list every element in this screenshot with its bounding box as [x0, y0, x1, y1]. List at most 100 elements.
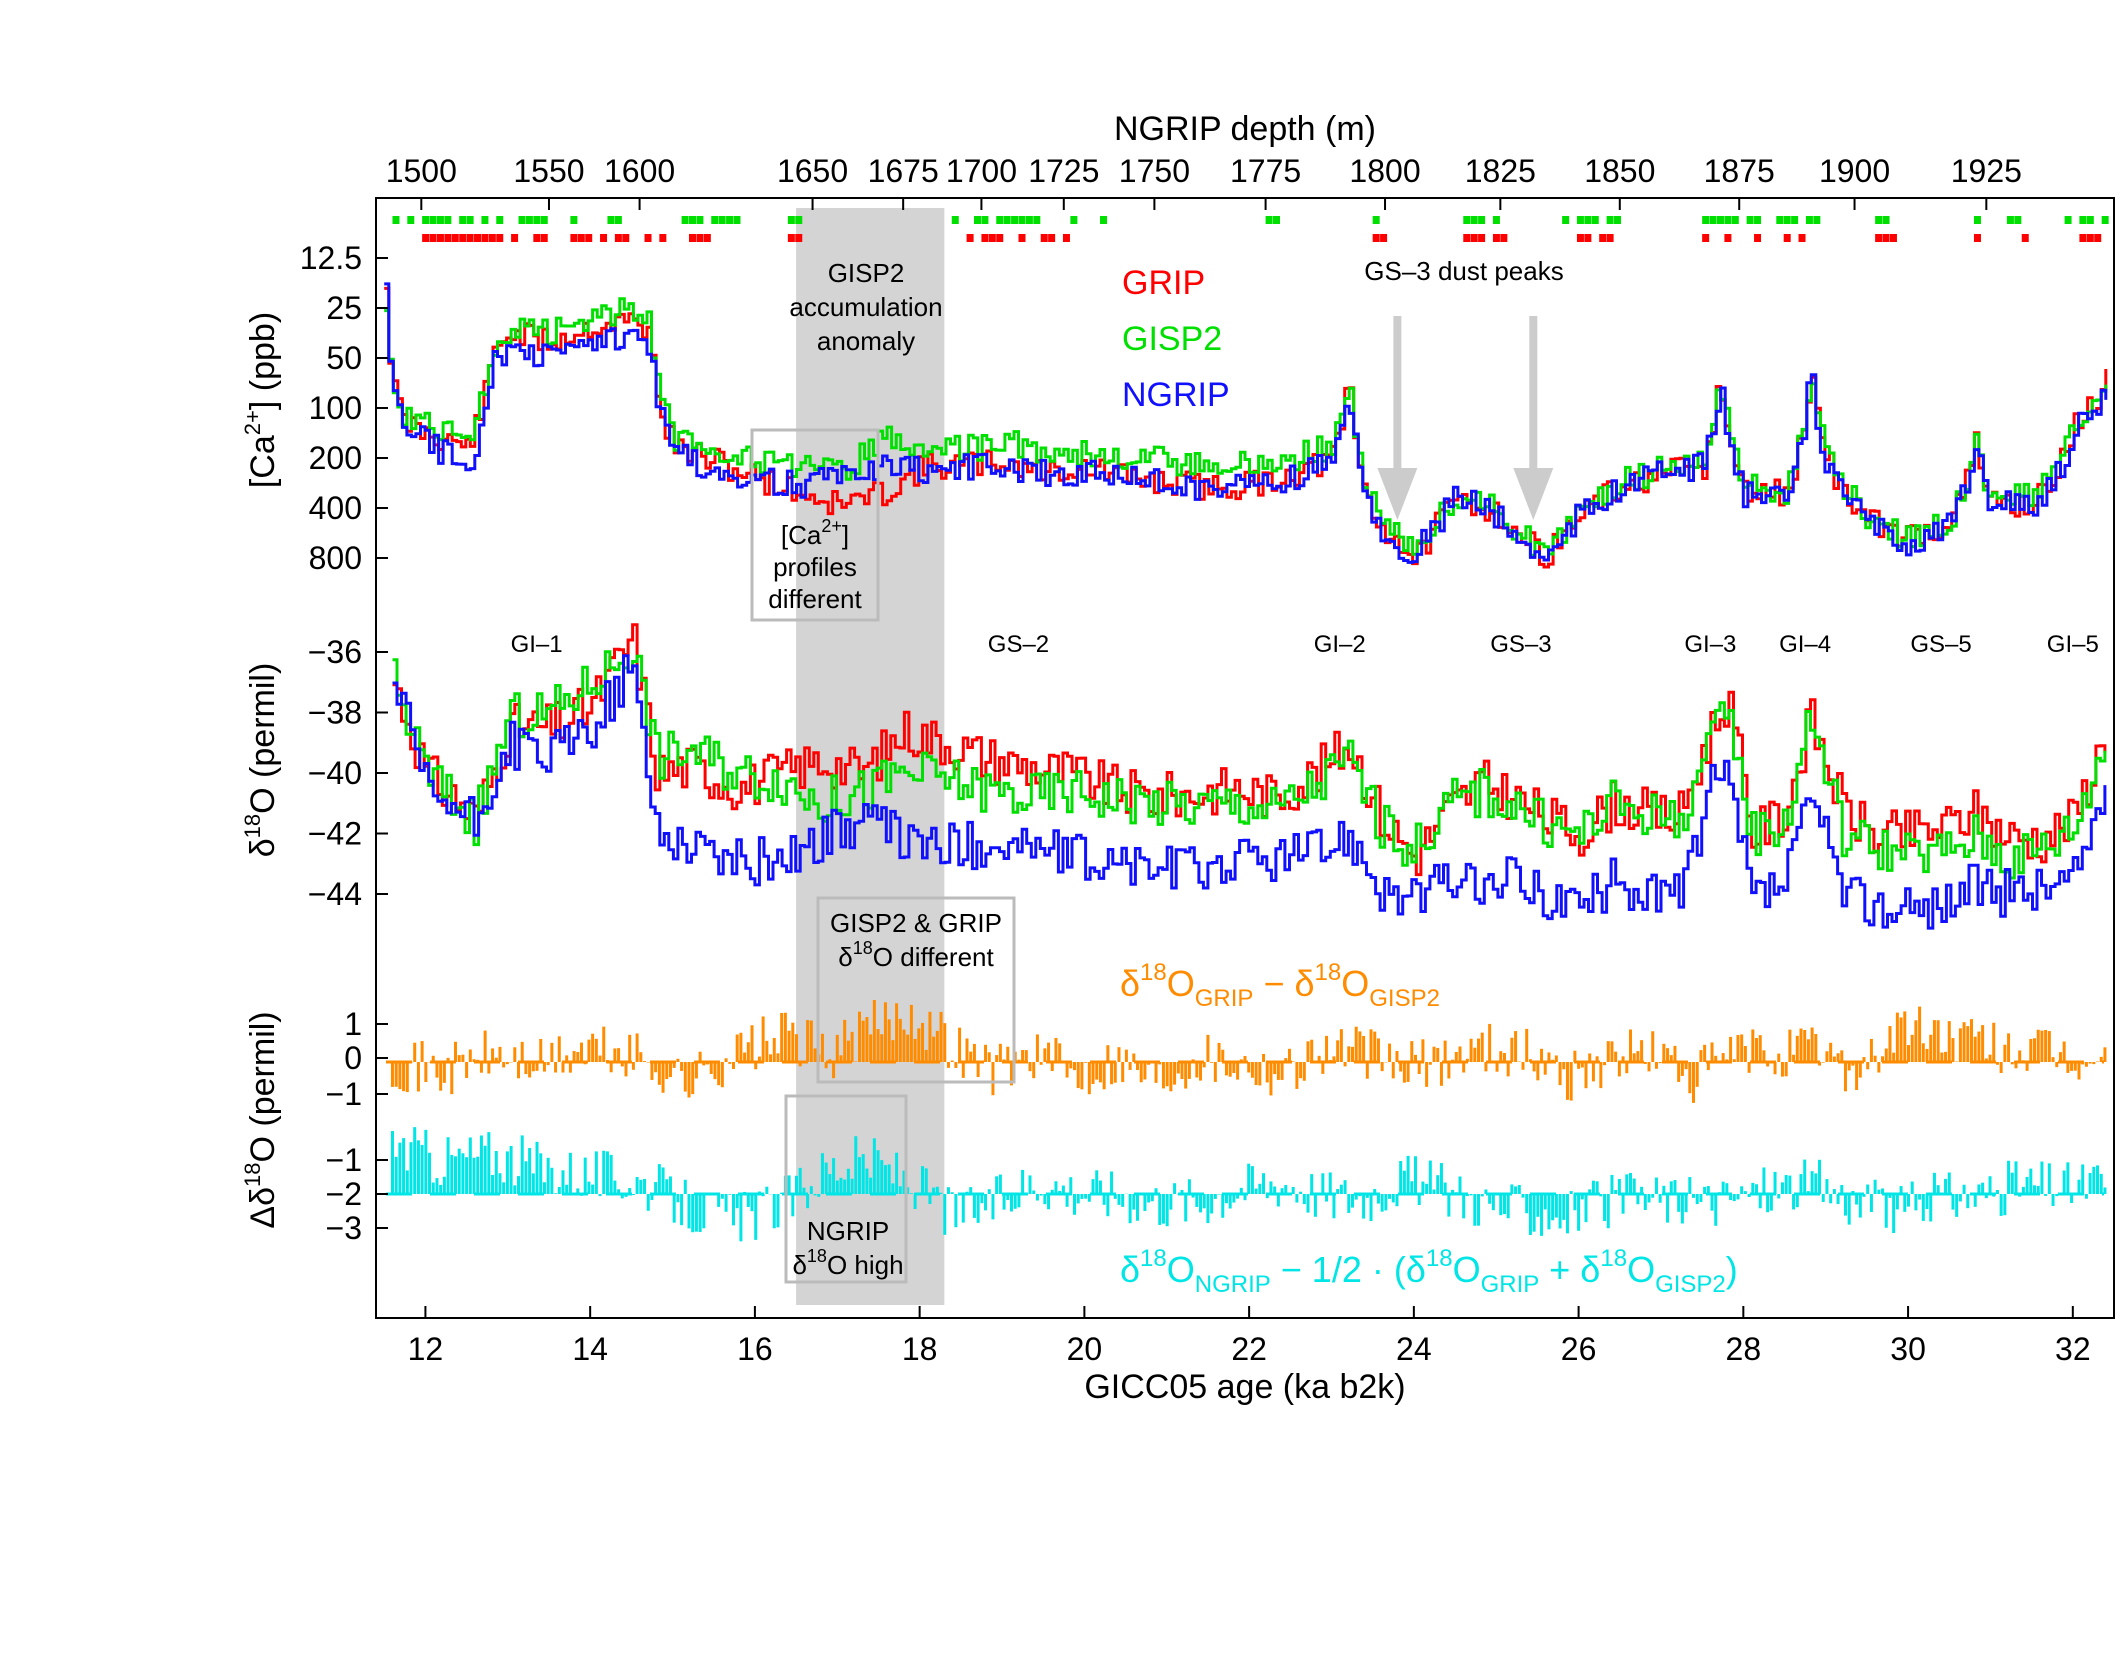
x-tick-label: 24 — [1396, 1331, 1432, 1367]
match-marker — [1731, 216, 1739, 224]
match-marker — [1606, 216, 1614, 224]
match-marker — [1754, 234, 1762, 242]
match-marker — [1500, 234, 1508, 242]
match-marker — [1724, 216, 1732, 224]
match-marker — [703, 234, 711, 242]
delta-tick-label: −1 — [326, 1076, 362, 1112]
match-marker — [481, 234, 489, 242]
legend-ngrip: NGRIP — [1122, 376, 1230, 414]
match-marker — [1599, 234, 1607, 242]
ca-tick-label: 25 — [326, 290, 362, 326]
match-marker — [1380, 234, 1388, 242]
match-marker — [422, 234, 430, 242]
x-axis-ticks: 12 14 16 18 20 22 24 26 28 30 32 — [408, 1306, 2091, 1367]
top-tick-label: 1750 — [1119, 153, 1190, 189]
match-marker — [429, 216, 437, 224]
match-marker — [533, 234, 541, 242]
match-marker — [1492, 234, 1500, 242]
dust-peak-arrows — [1377, 316, 1554, 520]
match-marker — [974, 216, 982, 224]
accumulation-anomaly-band — [796, 208, 945, 1305]
match-marker — [1100, 216, 1108, 224]
box-d18o-different — [816, 896, 1016, 1084]
x-tick-label: 20 — [1067, 1331, 1103, 1367]
match-marker — [659, 234, 667, 242]
ca-tick-label: 100 — [309, 390, 362, 426]
dust-arrow-head — [1377, 468, 1418, 520]
ca-tick-label: 400 — [309, 490, 362, 526]
event-label: GS–5 — [1910, 631, 1971, 658]
match-marker — [1062, 234, 1070, 242]
match-marker — [2086, 216, 2094, 224]
match-marker — [1025, 216, 1033, 224]
match-marker — [622, 234, 630, 242]
match-marker — [466, 234, 474, 242]
d18o-tick-label: −38 — [308, 695, 362, 731]
d18o-tick-label: −40 — [308, 755, 362, 791]
x-tick-label: 18 — [902, 1331, 938, 1367]
match-marker — [726, 216, 734, 224]
top-tick-label: 1700 — [946, 153, 1017, 189]
match-marker — [1805, 216, 1813, 224]
match-marker — [711, 216, 719, 224]
match-marker — [2079, 216, 2087, 224]
match-marker — [2014, 216, 2022, 224]
delta-tick-label: −3 — [326, 1210, 362, 1246]
match-marker — [436, 216, 444, 224]
calcium-y-axis-title: [Ca2+] (ppb) — [240, 312, 282, 488]
d18o-series-ngrip — [392, 654, 2107, 930]
match-marker — [511, 234, 519, 242]
match-marker — [1478, 234, 1486, 242]
match-marker — [689, 234, 697, 242]
annotation-boxes — [750, 428, 1016, 1284]
legend-grip: GRIP — [1122, 264, 1205, 302]
match-marker — [733, 216, 741, 224]
annotation-accumulation-1: GISP2 — [828, 258, 905, 288]
match-marker — [496, 216, 504, 224]
x-tick-label: 14 — [572, 1331, 608, 1367]
top-tick-label: 1775 — [1230, 153, 1301, 189]
match-marker — [644, 234, 652, 242]
event-label: GS–2 — [988, 631, 1049, 658]
match-marker — [1754, 216, 1762, 224]
match-marker — [1265, 216, 1273, 224]
plot-frame — [375, 197, 2115, 1319]
x-tick-label: 32 — [2055, 1331, 2091, 1367]
match-marker — [474, 234, 482, 242]
d18o-series-grip — [392, 623, 2107, 877]
ca-series-ngrip — [384, 282, 2108, 564]
box-ca-different — [750, 428, 880, 622]
annotation-ca-different: different — [768, 584, 862, 614]
match-marker — [1470, 216, 1478, 224]
box-ngrip-high — [784, 1094, 908, 1284]
d18o-series-gisp2 — [392, 650, 2107, 880]
match-marker — [570, 234, 578, 242]
match-marker — [795, 234, 803, 242]
annotation-gisp2-grip: GISP2 & GRIP — [830, 908, 1002, 938]
ca-tick-label: 50 — [326, 340, 362, 376]
match-marker — [1492, 216, 1500, 224]
match-marker — [1372, 234, 1380, 242]
match-marker — [585, 234, 593, 242]
match-marker — [1783, 234, 1791, 242]
match-marker — [1882, 216, 1890, 224]
top-tick-label: 1850 — [1584, 153, 1655, 189]
match-marker — [1702, 234, 1710, 242]
match-marker — [1716, 216, 1724, 224]
y-axis-ticks: 12.52550100200400800−36−38−40−42−4410−1−… — [300, 240, 388, 1246]
match-marker — [392, 216, 400, 224]
match-marker — [988, 234, 996, 242]
match-marker — [1003, 216, 1011, 224]
match-marker — [1470, 234, 1478, 242]
match-marker — [1724, 234, 1732, 242]
match-marker — [1889, 234, 1897, 242]
event-label: GS–3 — [1490, 631, 1551, 658]
match-marker — [787, 216, 795, 224]
match-marker — [696, 234, 704, 242]
match-marker — [1018, 216, 1026, 224]
match-marker — [1584, 216, 1592, 224]
match-marker — [1033, 216, 1041, 224]
top-tick-label: 1725 — [1028, 153, 1099, 189]
d18o-tick-label: −44 — [308, 876, 362, 912]
